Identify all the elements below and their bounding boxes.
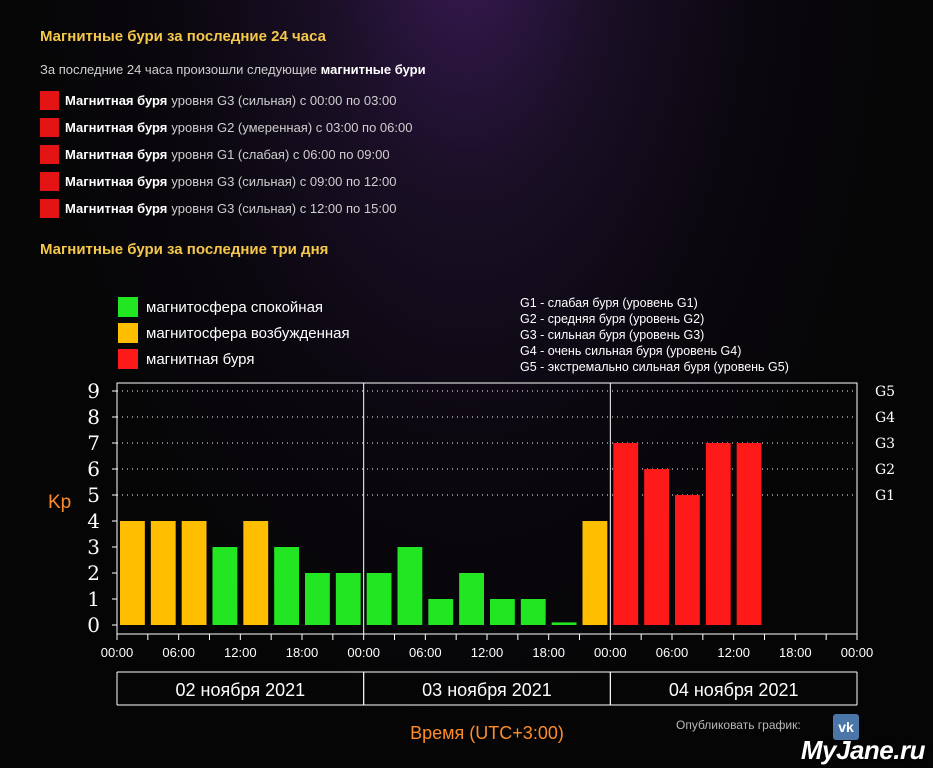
section-title-3days: Магнитные бури за последние три дня <box>40 241 329 258</box>
day-label: 03 ноября 2021 <box>422 680 552 700</box>
kp-bar <box>582 521 608 625</box>
kp-bar <box>644 469 669 625</box>
publish-label: Опубликовать график: <box>676 718 801 732</box>
legend-swatch <box>118 349 138 369</box>
scale-legend-item: G1 - слабая буря (уровень G1) <box>520 296 698 310</box>
watermark-logo: MyJane.ru <box>800 735 926 765</box>
kp-bar <box>551 622 577 625</box>
y-tick-label: 6 <box>87 457 100 481</box>
y-tick-label: 1 <box>87 587 100 611</box>
storm-marker-icon <box>40 198 59 218</box>
x-axis-label: Время (UTC+3:00) <box>410 723 564 743</box>
y-tick-label: 4 <box>87 509 100 533</box>
intro-text: За последние 24 часа произошли следующие… <box>40 62 426 77</box>
kp-bar <box>335 573 361 625</box>
g-level-label: G2 <box>875 462 895 478</box>
kp-bar <box>736 443 762 625</box>
kp-bar <box>274 547 299 625</box>
x-tick-label: 18:00 <box>286 645 319 660</box>
kp-bar <box>675 495 700 625</box>
g-level-label: G5 <box>875 384 895 400</box>
x-tick-label: 00:00 <box>594 645 627 660</box>
kp-bar <box>428 599 454 625</box>
kp-bar <box>397 547 423 625</box>
storm-item: Магнитная буря уровня G2 (умеренная) с 0… <box>40 117 412 137</box>
kp-bar <box>150 521 176 625</box>
x-tick-label: 06:00 <box>656 645 689 660</box>
y-tick-label: 0 <box>87 613 100 637</box>
storm-item: Магнитная буря уровня G1 (слабая) с 06:0… <box>40 144 390 164</box>
x-tick-label: 18:00 <box>779 645 812 660</box>
x-tick-label: 12:00 <box>471 645 504 660</box>
y-tick-label: 9 <box>87 379 100 403</box>
kp-bar <box>243 521 269 625</box>
storm-marker-icon <box>40 90 59 110</box>
kp-bar <box>120 521 145 625</box>
kp-bar <box>520 599 546 625</box>
legend-swatch <box>118 297 138 317</box>
g-level-label: G1 <box>875 488 895 504</box>
storm-marker-icon <box>40 171 59 191</box>
kp-bar <box>490 599 515 625</box>
day-label: 02 ноября 2021 <box>176 680 306 700</box>
kp-bar <box>705 443 731 625</box>
y-tick-label: 3 <box>87 535 100 559</box>
x-tick-label: 18:00 <box>532 645 565 660</box>
x-tick-label: 00:00 <box>101 645 134 660</box>
g-level-label: G4 <box>875 410 895 426</box>
storm-item: Магнитная буря уровня G3 (сильная) с 12:… <box>40 198 396 218</box>
section-title-24h: Магнитные бури за последние 24 часа <box>40 28 326 45</box>
x-tick-label: 06:00 <box>162 645 195 660</box>
day-label: 04 ноября 2021 <box>669 680 799 700</box>
x-tick-label: 06:00 <box>409 645 442 660</box>
x-tick-label: 00:00 <box>841 645 874 660</box>
kp-bar <box>613 443 639 625</box>
g-level-label: G3 <box>875 436 895 452</box>
y-axis-label: Kp <box>48 492 71 513</box>
scale-legend-item: G5 - экстремально сильная буря (уровень … <box>520 360 789 374</box>
kp-bar <box>181 521 207 625</box>
legend-label: магнитная буря <box>146 351 254 368</box>
legend-label: магнитосфера спокойная <box>146 299 323 316</box>
x-tick-label: 12:00 <box>717 645 750 660</box>
storm-item: Магнитная буря уровня G3 (сильная) с 00:… <box>40 90 396 110</box>
kp-bar <box>212 547 238 625</box>
scale-legend-item: G2 - средняя буря (уровень G2) <box>520 312 704 326</box>
storm-marker-icon <box>40 144 59 164</box>
x-tick-label: 12:00 <box>224 645 257 660</box>
y-tick-label: 5 <box>87 483 100 507</box>
legend-label: магнитосфера возбужденная <box>146 325 350 342</box>
scale-legend-item: G3 - сильная буря (уровень G3) <box>520 328 704 342</box>
kp-chart: магнитосфера спокойная магнитосфера возбу… <box>48 296 895 743</box>
y-tick-label: 2 <box>87 561 100 585</box>
y-tick-label: 7 <box>87 431 100 455</box>
x-tick-label: 00:00 <box>347 645 380 660</box>
storm-marker-icon <box>40 117 59 137</box>
storm-item: Магнитная буря уровня G3 (сильная) с 09:… <box>40 171 396 191</box>
kp-bar <box>366 573 392 625</box>
vk-share-icon[interactable]: vk <box>833 714 859 740</box>
kp-bar <box>459 573 484 625</box>
scale-legend-item: G4 - очень сильная буря (уровень G4) <box>520 344 741 358</box>
y-tick-label: 8 <box>87 405 100 429</box>
legend-swatch <box>118 323 138 343</box>
kp-bar <box>305 573 330 625</box>
